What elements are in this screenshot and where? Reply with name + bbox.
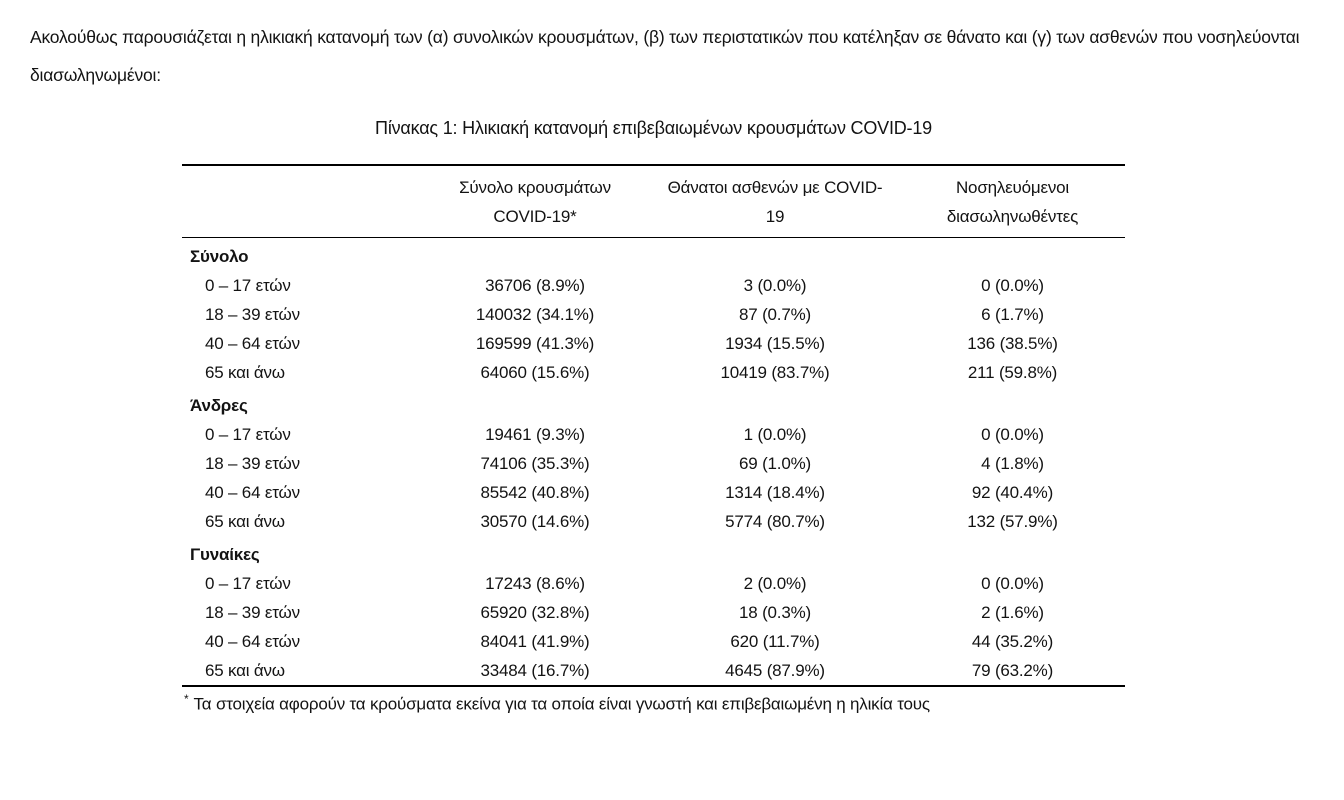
section-label: Σύνολο — [190, 247, 249, 266]
age-group-label: 40 – 64 ετών — [205, 333, 300, 353]
section-label: Γυναίκες — [190, 545, 260, 564]
age-group-label: 18 – 39 ετών — [205, 304, 300, 324]
data-cell: 4 (1.8%) — [981, 453, 1044, 473]
data-cell: 19461 (9.3%) — [485, 424, 585, 444]
age-group-label: 0 – 17 ετών — [205, 275, 291, 295]
age-group-label: 40 – 64 ετών — [205, 631, 300, 651]
data-cell: 17243 (8.6%) — [485, 573, 585, 593]
data-cell: 33484 (16.7%) — [480, 660, 590, 680]
age-group-label: 18 – 39 ετών — [205, 602, 300, 622]
age-group-label: 65 και άνω — [205, 660, 285, 680]
table-row: 65 και άνω 33484 (16.7%) 4645 (87.9%) 79 (6… — [182, 656, 1125, 686]
covid-age-distribution-table: Σύνολο κρουσμάτων COVID-19* Θάνατοι ασθε… — [182, 164, 1125, 687]
table-row: 40 – 64 ετών 169599 (41.3%) 1934 (15.5%) 13… — [182, 329, 1125, 358]
data-cell: 18 (0.3%) — [739, 602, 811, 622]
data-cell: 64060 (15.6%) — [480, 362, 590, 382]
data-cell: 30570 (14.6%) — [480, 511, 590, 531]
intro-paragraph: Ακολούθως παρουσιάζεται η ηλικιακή καταν… — [30, 27, 1300, 85]
data-cell: 136 (38.5%) — [967, 333, 1058, 353]
table-body: Σύνολο 0 – 17 ετών 36706 (8.9%) 3 (0.0%) 0 (… — [182, 238, 1125, 687]
table-title: Πίνακας 1: Ηλικιακή κατανομή επιβεβαιωμέ… — [375, 118, 932, 138]
data-cell: 79 (63.2%) — [971, 660, 1054, 680]
table-row: 18 – 39 ετών 140032 (34.1%) 87 (0.7%) 6 (1.… — [182, 300, 1125, 329]
data-cell: 84041 (41.9%) — [480, 631, 590, 651]
section-label: Άνδρες — [190, 396, 248, 415]
column-header-intubated: Νοσηλευόμενοι διασωληνωθέντες — [900, 165, 1125, 238]
data-cell: 6 (1.7%) — [981, 304, 1044, 324]
data-cell: 0 (0.0%) — [981, 424, 1044, 444]
data-cell: 10419 (83.7%) — [720, 362, 830, 382]
column-header-total-cases: Σύνολο κρουσμάτων COVID-19* — [420, 165, 650, 238]
data-cell: 620 (11.7%) — [730, 631, 820, 651]
data-cell: 0 (0.0%) — [981, 573, 1044, 593]
data-cell: 85542 (40.8%) — [480, 482, 590, 502]
data-cell: 44 (35.2%) — [971, 631, 1054, 651]
data-cell: 1 (0.0%) — [743, 424, 807, 444]
data-cell: 87 (0.7%) — [739, 304, 811, 324]
data-cell: 140032 (34.1%) — [475, 304, 595, 324]
data-cell: 132 (57.9%) — [967, 511, 1058, 531]
data-cell: 2 (1.6%) — [981, 602, 1044, 622]
age-group-label: 0 – 17 ετών — [205, 573, 291, 593]
data-cell: 74106 (35.3%) — [480, 453, 590, 473]
age-group-label: 65 και άνω — [205, 511, 285, 531]
data-cell: 92 (40.4%) — [971, 482, 1054, 502]
data-cell: 69 (1.0%) — [739, 453, 811, 473]
data-cell: 169599 (41.3%) — [475, 333, 595, 353]
table-row: 65 και άνω 30570 (14.6%) 5774 (80.7%) 132 (… — [182, 507, 1125, 536]
table-row: 40 – 64 ετών 85542 (40.8%) 1314 (18.4%) 92 … — [182, 478, 1125, 507]
table-row: 40 – 64 ετών 84041 (41.9%) 620 (11.7%) 44 (… — [182, 627, 1125, 656]
data-cell: 1934 (15.5%) — [725, 333, 825, 353]
table-row: 18 – 39 ετών 65920 (32.8%) 18 (0.3%) 2 (1.6… — [182, 598, 1125, 627]
table-footnote: * Τα στοιχεία αφορούν τα κρούσματα εκείνα… — [184, 692, 1344, 715]
age-group-label: 0 – 17 ετών — [205, 424, 291, 444]
table-row: 65 και άνω 64060 (15.6%) 10419 (83.7%) 211 … — [182, 358, 1125, 387]
age-group-label: 65 και άνω — [205, 362, 285, 382]
table-header-row: Σύνολο κρουσμάτων COVID-19* Θάνατοι ασθε… — [182, 165, 1125, 238]
table-row: 0 – 17 ετών 19461 (9.3%) 1 (0.0%) 0 (0.0%) — [182, 420, 1125, 449]
footnote-text: Τα στοιχεία αφορούν τα κρούσματα εκείνα … — [193, 694, 930, 714]
column-header-deaths: Θάνατοι ασθενών με COVID-19 — [650, 165, 900, 238]
data-cell: 1314 (18.4%) — [725, 482, 825, 502]
age-group-label: 40 – 64 ετών — [205, 482, 300, 502]
empty-header-cell — [182, 165, 420, 238]
table-row: 0 – 17 ετών 17243 (8.6%) 2 (0.0%) 0 (0.0%) — [182, 569, 1125, 598]
data-cell: 4645 (87.9%) — [725, 660, 825, 680]
section-row: Άνδρες — [182, 387, 1125, 420]
data-cell: 2 (0.0%) — [743, 573, 807, 593]
data-cell: 3 (0.0%) — [743, 275, 807, 295]
section-row: Σύνολο — [182, 238, 1125, 272]
data-cell: 0 (0.0%) — [981, 275, 1044, 295]
footnote-asterisk: * — [184, 692, 189, 706]
table-row: 18 – 39 ετών 74106 (35.3%) 69 (1.0%) 4 (1.8… — [182, 449, 1125, 478]
data-cell: 5774 (80.7%) — [725, 511, 825, 531]
data-cell: 211 (59.8%) — [967, 362, 1058, 382]
data-cell: 36706 (8.9%) — [485, 275, 585, 295]
data-cell: 65920 (32.8%) — [480, 602, 590, 622]
section-row: Γυναίκες — [182, 536, 1125, 569]
table-row: 0 – 17 ετών 36706 (8.9%) 3 (0.0%) 0 (0.0%) — [182, 271, 1125, 300]
age-group-label: 18 – 39 ετών — [205, 453, 300, 473]
